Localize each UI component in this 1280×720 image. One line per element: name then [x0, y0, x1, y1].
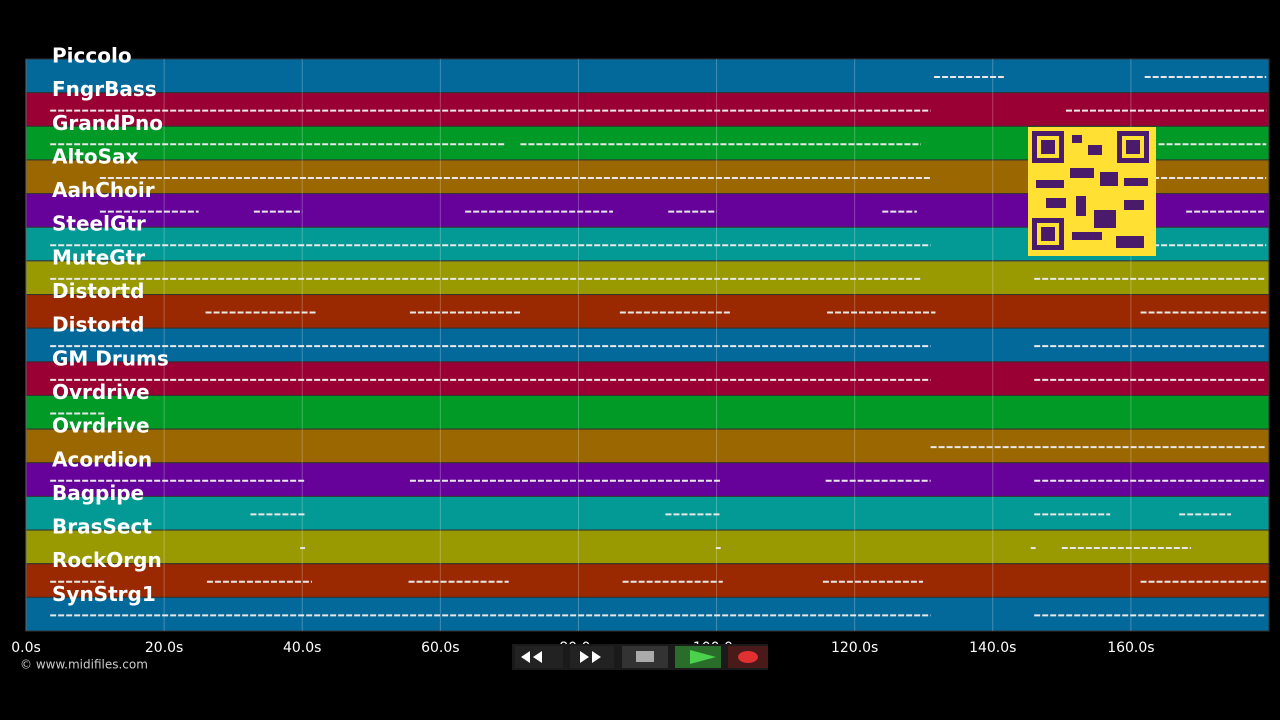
- time-tick-label: 160.0s: [1107, 640, 1154, 656]
- stop-button[interactable]: [622, 646, 668, 668]
- time-tick-label: 60.0s: [421, 640, 459, 656]
- time-tick-label: 140.0s: [969, 640, 1016, 656]
- track-name: SynStrg1: [52, 582, 156, 606]
- time-tick-label: 40.0s: [283, 640, 321, 656]
- track-lane: [25, 596, 1270, 632]
- qr-code: [1028, 127, 1156, 256]
- track-lane: [25, 394, 1270, 430]
- track-name: SteelGtr: [52, 212, 146, 236]
- track-name: GrandPno: [52, 111, 163, 135]
- track-name: Ovrdrive: [52, 380, 150, 404]
- rewind-button[interactable]: [515, 646, 563, 668]
- track-lane: [25, 58, 1270, 94]
- track-lane: [25, 563, 1270, 598]
- time-tick-label: 20.0s: [145, 640, 183, 656]
- track-name: BrasSect: [52, 515, 152, 539]
- track-name: Piccolo: [52, 44, 132, 68]
- play-button[interactable]: [675, 646, 721, 668]
- track-name: MuteGtr: [52, 245, 145, 269]
- track-name: Bagpipe: [52, 481, 144, 505]
- forward-button[interactable]: [570, 646, 614, 668]
- time-tick-label: 0.0s: [11, 640, 41, 656]
- track-lane: [25, 92, 1270, 127]
- record-button[interactable]: [728, 646, 768, 668]
- track-name: RockOrgn: [52, 548, 162, 572]
- track-lane: [25, 428, 1270, 464]
- track-name: AltoSax: [52, 144, 139, 168]
- track-lane: [25, 260, 1270, 296]
- track-lane: [25, 327, 1270, 363]
- track-name: GM Drums: [52, 346, 169, 370]
- track-name: Acordion: [52, 447, 152, 471]
- track-name: FngrBass: [52, 77, 157, 101]
- track-name: Distortd: [52, 313, 144, 337]
- track-lane: [25, 495, 1270, 531]
- transport-controls: [512, 644, 768, 670]
- track-name: Ovrdrive: [52, 414, 150, 438]
- copyright: © www.midifiles.com: [20, 658, 148, 672]
- track-lane: [25, 462, 1270, 497]
- track-lane: [25, 294, 1270, 329]
- track-lane: [25, 529, 1270, 565]
- track-name: Distortd: [52, 279, 144, 303]
- track-name: AahChoir: [52, 178, 155, 202]
- time-tick-label: 120.0s: [831, 640, 878, 656]
- track-lane: [25, 361, 1270, 396]
